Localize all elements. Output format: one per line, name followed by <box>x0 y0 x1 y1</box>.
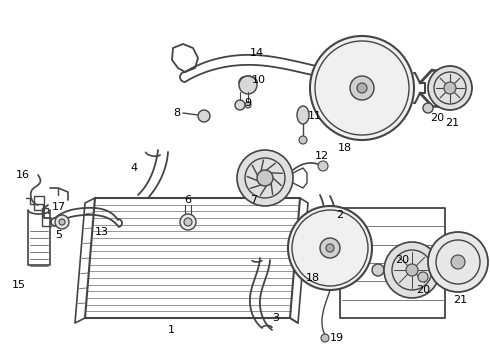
Text: 18: 18 <box>338 143 352 153</box>
Text: 14: 14 <box>250 48 264 58</box>
Circle shape <box>350 76 374 100</box>
Circle shape <box>237 150 293 206</box>
Circle shape <box>321 334 329 342</box>
Circle shape <box>180 214 196 230</box>
Text: 7: 7 <box>250 195 257 205</box>
Circle shape <box>451 255 465 269</box>
Polygon shape <box>298 253 323 279</box>
Ellipse shape <box>239 76 257 88</box>
Circle shape <box>245 102 251 108</box>
Circle shape <box>423 103 433 113</box>
Circle shape <box>384 242 440 298</box>
Polygon shape <box>465 255 478 265</box>
Text: 4: 4 <box>130 163 137 173</box>
Text: 17: 17 <box>52 202 66 212</box>
Polygon shape <box>333 256 354 284</box>
Circle shape <box>444 82 456 94</box>
Polygon shape <box>295 223 323 243</box>
Polygon shape <box>464 245 475 257</box>
Text: 11: 11 <box>308 111 322 121</box>
Polygon shape <box>455 242 465 255</box>
Circle shape <box>299 136 307 144</box>
Text: 2: 2 <box>336 210 343 220</box>
Polygon shape <box>365 98 391 131</box>
Polygon shape <box>438 252 451 262</box>
Text: 21: 21 <box>445 118 459 128</box>
Bar <box>34 196 44 210</box>
Polygon shape <box>323 94 354 126</box>
Polygon shape <box>445 268 455 282</box>
Circle shape <box>357 83 367 93</box>
Polygon shape <box>327 212 346 240</box>
Circle shape <box>428 66 472 110</box>
Polygon shape <box>358 44 382 78</box>
Circle shape <box>418 272 428 282</box>
Circle shape <box>59 219 65 225</box>
Polygon shape <box>464 266 477 277</box>
Polygon shape <box>442 243 455 256</box>
Circle shape <box>310 36 414 140</box>
Circle shape <box>257 170 273 186</box>
Text: 13: 13 <box>95 227 109 237</box>
Text: 16: 16 <box>16 170 30 180</box>
Circle shape <box>184 218 192 226</box>
Text: 20: 20 <box>416 285 430 295</box>
Text: 15: 15 <box>12 280 26 290</box>
Circle shape <box>406 264 418 276</box>
Text: 19: 19 <box>330 333 344 343</box>
Circle shape <box>235 100 245 110</box>
Text: 9: 9 <box>244 98 251 108</box>
Text: 21: 21 <box>453 295 467 305</box>
Polygon shape <box>319 57 354 82</box>
Circle shape <box>320 238 340 258</box>
Circle shape <box>239 76 257 94</box>
Polygon shape <box>372 71 406 95</box>
Text: 3: 3 <box>272 313 279 323</box>
Text: 1: 1 <box>168 325 175 335</box>
Circle shape <box>428 232 488 292</box>
Circle shape <box>55 215 69 229</box>
Text: 10: 10 <box>252 75 266 85</box>
Text: 6: 6 <box>184 195 191 205</box>
Circle shape <box>288 206 372 290</box>
Text: 12: 12 <box>315 151 329 161</box>
Text: 8: 8 <box>173 108 180 118</box>
Text: 20: 20 <box>395 255 409 265</box>
Circle shape <box>372 264 384 276</box>
Polygon shape <box>439 264 451 275</box>
Circle shape <box>326 244 334 252</box>
Polygon shape <box>338 234 366 253</box>
Circle shape <box>198 110 210 122</box>
Text: 20: 20 <box>430 113 444 123</box>
Text: 18: 18 <box>306 273 320 283</box>
Ellipse shape <box>297 106 309 124</box>
Text: 5: 5 <box>55 230 62 240</box>
Polygon shape <box>459 269 468 282</box>
Circle shape <box>318 161 328 171</box>
